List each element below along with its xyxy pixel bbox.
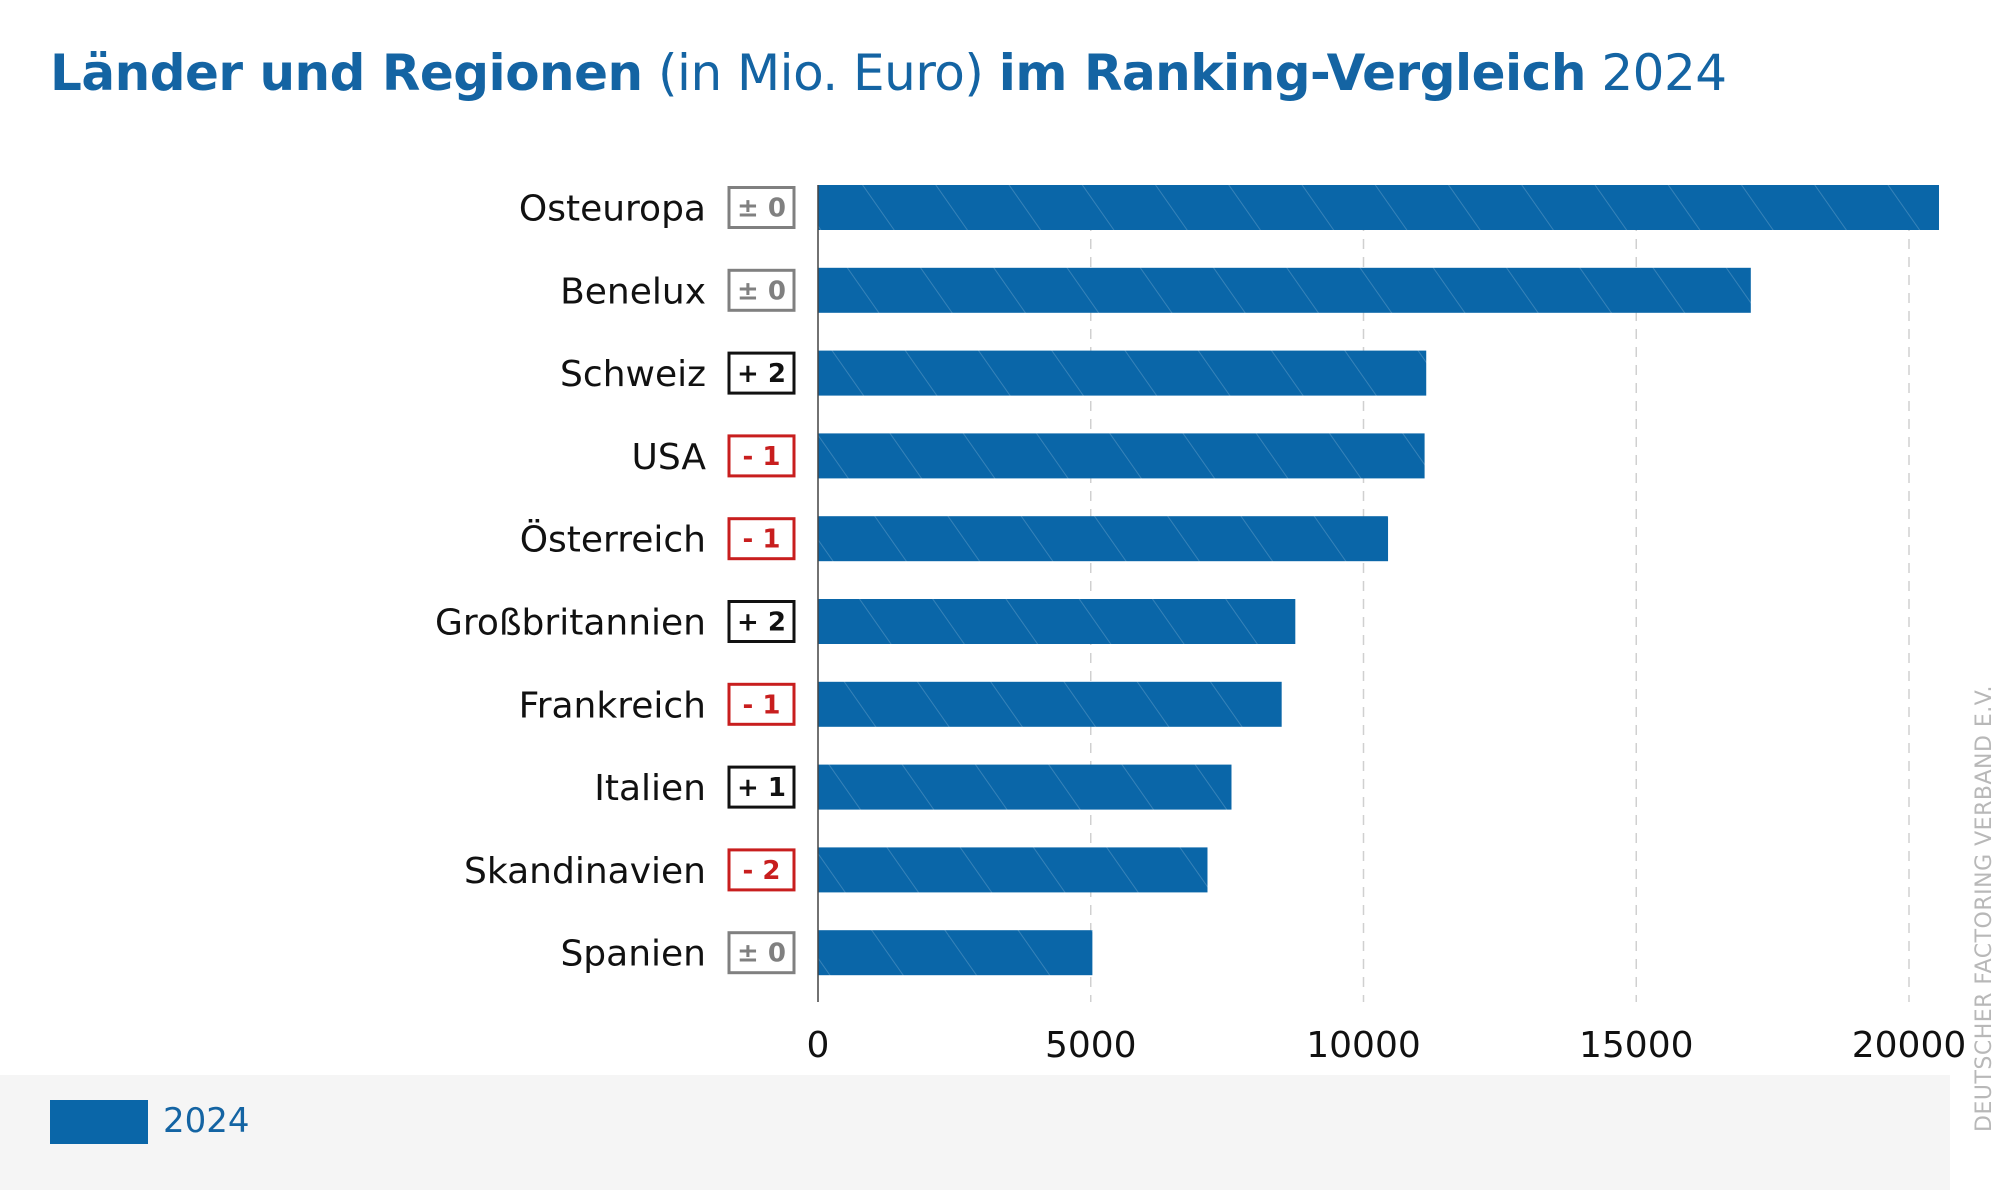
rank-change-label: - 1	[743, 442, 781, 472]
category-label: Skandinavien	[464, 851, 706, 892]
x-tick-label: 20000	[1852, 1025, 1967, 1066]
x-tick-label: 10000	[1306, 1025, 1421, 1066]
category-label: Österreich	[520, 519, 706, 561]
bar-3	[818, 350, 1427, 396]
watermark: DEUTSCHER FACTORING VERBAND E.V.	[1972, 685, 1997, 1132]
title-part-3: im Ranking-Vergleich	[998, 44, 1587, 102]
bar-5	[818, 516, 1389, 562]
rank-change-badge	[727, 517, 796, 561]
bar-9	[818, 847, 1208, 893]
bar-10	[818, 930, 1093, 976]
bar-1	[818, 185, 1940, 230]
category-label: Benelux	[560, 271, 706, 312]
rank-change-badge	[727, 682, 796, 726]
category-label: Osteuropa	[519, 189, 706, 230]
category-label: Spanien	[560, 934, 706, 975]
bar-8	[818, 764, 1232, 810]
title-part-4: 2024	[1585, 44, 1727, 102]
rank-change-badge	[727, 351, 796, 395]
chart-title: Länder und Regionen (in Mio. Euro) im Ra…	[50, 44, 1727, 102]
category-label: USA	[632, 437, 707, 478]
rank-change-label: + 1	[737, 773, 786, 803]
legend-label: 2024	[163, 1101, 250, 1141]
rank-change-label: - 1	[743, 690, 781, 720]
bar-7	[818, 681, 1282, 727]
bar-4	[818, 433, 1425, 479]
bar-chart: Osteuropa ± 0 Benelux ± 0 Schweiz + 2 USA - 1 Ös…	[435, 185, 1967, 1066]
rank-change-label: + 2	[737, 359, 786, 389]
rank-change-badge	[727, 600, 796, 643]
title-part-1: Länder und Regionen	[50, 44, 643, 102]
legend-swatch	[50, 1100, 148, 1144]
category-label: Schweiz	[560, 354, 706, 395]
x-tick-label: 0	[807, 1025, 830, 1066]
rank-change-label: ± 0	[737, 194, 786, 224]
rank-change-label: ± 0	[737, 939, 786, 969]
title-part-2: (in Mio. Euro)	[642, 44, 999, 102]
rank-change-label: - 2	[743, 856, 781, 886]
rank-change-badge	[727, 434, 796, 478]
rank-change-badge	[727, 765, 796, 809]
rank-change-badge	[727, 186, 796, 229]
bar-2	[818, 267, 1751, 313]
category-label: Großbritannien	[435, 603, 706, 644]
rank-change-label: ± 0	[737, 276, 786, 306]
bar-6	[818, 599, 1296, 644]
rank-change-badge	[727, 848, 796, 892]
x-tick-label: 5000	[1045, 1025, 1137, 1066]
category-label: Frankreich	[519, 685, 706, 726]
rank-change-badge	[727, 931, 796, 975]
category-label: Italien	[594, 768, 706, 809]
legend: 2024	[0, 1075, 1950, 1190]
x-tick-label: 15000	[1579, 1025, 1694, 1066]
rank-change-label: - 1	[743, 525, 781, 555]
rank-change-label: + 2	[737, 608, 786, 638]
rank-change-badge	[727, 268, 796, 312]
